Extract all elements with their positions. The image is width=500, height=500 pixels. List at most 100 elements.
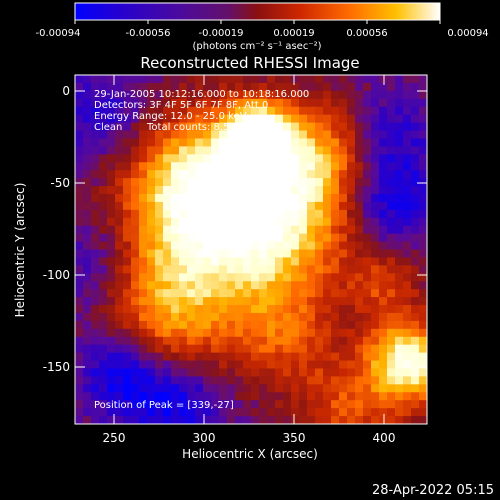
heatmap-cell xyxy=(243,225,252,235)
heatmap-cell xyxy=(363,273,372,282)
heatmap-cell xyxy=(99,170,108,179)
heatmap-cell xyxy=(115,146,124,155)
heatmap-cell xyxy=(195,154,204,163)
heatmap-cell xyxy=(347,122,356,132)
heatmap-cell xyxy=(283,416,292,424)
heatmap-cell xyxy=(171,130,180,140)
heatmap-cell xyxy=(339,416,348,424)
heatmap-cell xyxy=(395,392,404,401)
heatmap-cell xyxy=(219,98,228,108)
heatmap-cell xyxy=(219,186,228,195)
heatmap-cell xyxy=(187,90,196,100)
heatmap-cell xyxy=(155,257,164,266)
heatmap-cell xyxy=(147,209,156,219)
heatmap-cell xyxy=(315,281,324,290)
heatmap-cell xyxy=(379,186,388,195)
heatmap-cell xyxy=(219,257,228,266)
heatmap-cell xyxy=(211,368,220,378)
heatmap-cell xyxy=(315,170,324,179)
heatmap-cell xyxy=(195,98,204,108)
heatmap-cell xyxy=(131,241,140,251)
heatmap-cell xyxy=(243,392,252,401)
heatmap-cell xyxy=(323,178,332,187)
heatmap-cell xyxy=(299,162,308,171)
heatmap-cell xyxy=(195,178,204,187)
heatmap-cell xyxy=(259,114,268,124)
heatmap-cell xyxy=(163,360,172,370)
heatmap-cell xyxy=(155,344,164,354)
heatmap-cell xyxy=(99,384,108,393)
heatmap-cell xyxy=(411,360,420,370)
heatmap-cell xyxy=(323,265,332,274)
heatmap-cell xyxy=(187,320,196,330)
heatmap-cell xyxy=(91,170,100,179)
heatmap-cell xyxy=(91,344,100,354)
heatmap-cell xyxy=(187,257,196,266)
heatmap-cell xyxy=(419,209,427,219)
heatmap-cell xyxy=(419,360,427,370)
heatmap-cell xyxy=(291,178,300,187)
heatmap-cell xyxy=(339,336,348,346)
heatmap-cell xyxy=(371,122,380,132)
heatmap-cell xyxy=(195,209,204,219)
heatmap-cell xyxy=(331,289,340,298)
heatmap-cell xyxy=(123,154,132,163)
heatmap-cell xyxy=(275,82,284,92)
heatmap-cell xyxy=(115,368,124,378)
heatmap-cell xyxy=(203,344,212,354)
heatmap-cell xyxy=(331,249,340,259)
heatmap-cell xyxy=(107,154,116,163)
heatmap-cell xyxy=(219,305,228,314)
heatmap-cell xyxy=(187,416,196,424)
heatmap-cell xyxy=(371,130,380,140)
heatmap-cell xyxy=(251,209,260,219)
heatmap-cell xyxy=(251,289,260,298)
heatmap-cell xyxy=(131,233,140,243)
heatmap-cell xyxy=(331,273,340,282)
heatmap-cell xyxy=(419,75,427,84)
x-axis-ticks xyxy=(113,75,385,424)
heatmap-cell xyxy=(283,249,292,259)
heatmap-cell xyxy=(99,178,108,187)
heatmap-cell xyxy=(283,122,292,132)
heatmap-cell xyxy=(267,82,276,92)
heatmap-cell xyxy=(283,130,292,140)
heatmap-cell xyxy=(179,297,188,306)
heatmap-cell xyxy=(123,178,132,187)
heatmap-cell xyxy=(283,138,292,147)
heatmap-cell xyxy=(131,162,140,171)
heatmap-cell xyxy=(195,114,204,124)
heatmap-cell xyxy=(371,344,380,354)
heatmap-cell xyxy=(219,249,228,259)
heatmap-cell xyxy=(419,90,427,100)
heatmap-cell xyxy=(267,186,276,195)
heatmap-cell xyxy=(171,344,180,354)
heatmap-cell xyxy=(203,90,212,100)
heatmap-cell xyxy=(395,138,404,147)
heatmap-cell xyxy=(339,122,348,132)
heatmap-cell xyxy=(275,392,284,401)
heatmap-cell xyxy=(211,170,220,179)
heatmap-cell xyxy=(107,400,116,409)
heatmap-cell xyxy=(283,114,292,124)
heatmap-cell xyxy=(99,138,108,147)
heatmap-cell xyxy=(83,75,92,84)
heatmap-cell xyxy=(163,400,172,409)
heatmap-cell xyxy=(267,130,276,140)
heatmap-cell xyxy=(355,344,364,354)
heatmap-cell xyxy=(411,312,420,322)
heatmap-cell xyxy=(171,289,180,298)
heatmap-cell xyxy=(123,328,132,338)
heatmap-cell xyxy=(251,408,260,417)
heatmap-cell xyxy=(307,154,316,163)
heatmap-cell xyxy=(307,138,316,147)
heatmap-cell xyxy=(387,320,396,330)
heatmap-cell xyxy=(83,312,92,322)
heatmap-cell xyxy=(299,178,308,187)
heatmap-cell xyxy=(139,368,148,378)
heatmap-cell xyxy=(171,257,180,266)
heatmap-cell xyxy=(227,312,236,322)
heatmap-cell xyxy=(75,122,84,132)
heatmap-cell xyxy=(355,312,364,322)
heatmap-cell xyxy=(147,400,156,409)
